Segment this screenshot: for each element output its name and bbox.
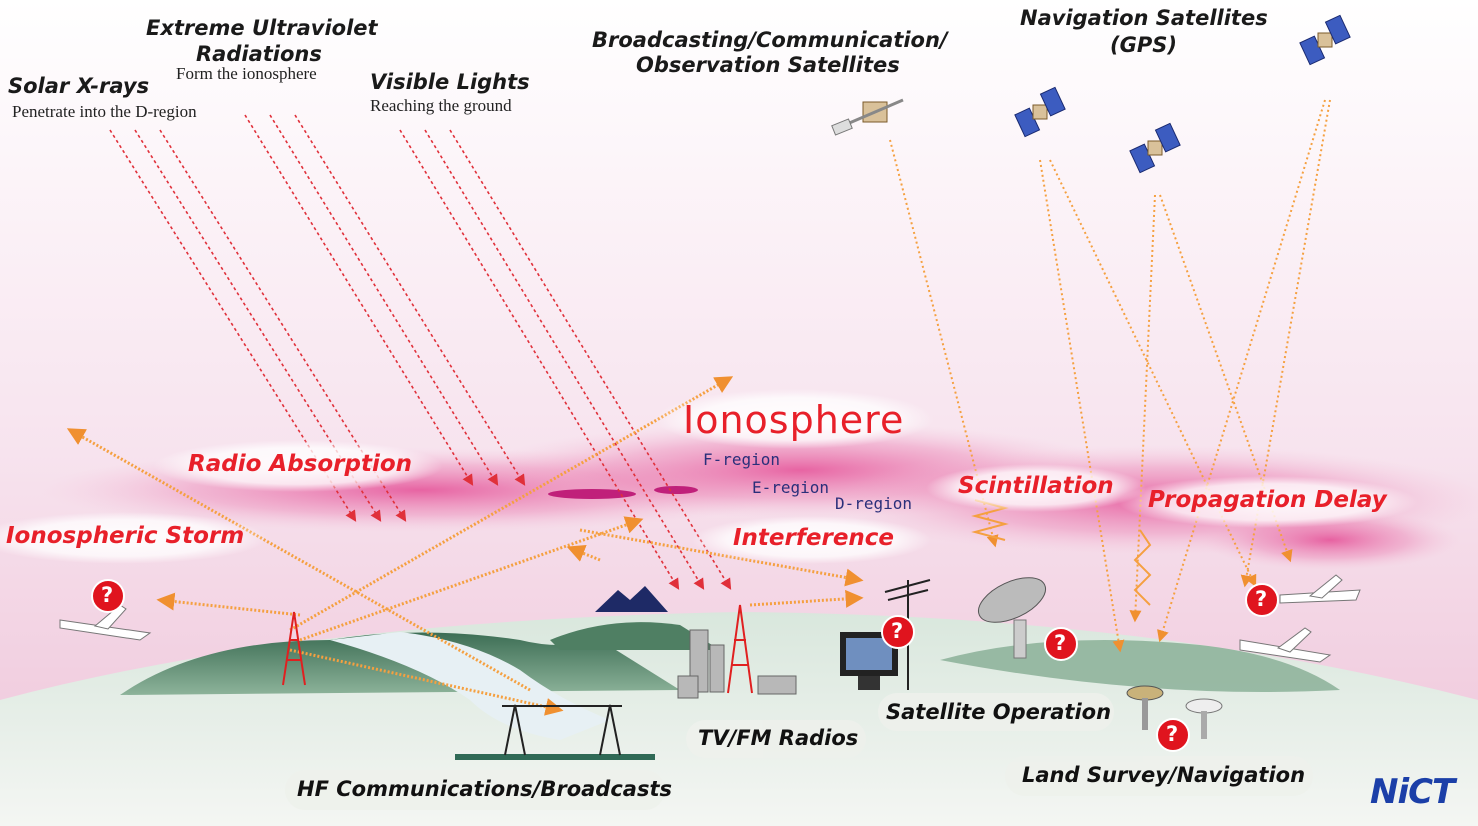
interference-label: Interference <box>733 525 895 551</box>
alert-icon <box>1245 583 1279 617</box>
hill-right <box>940 640 1340 692</box>
alert-icon <box>91 579 125 613</box>
label-backdrops <box>0 389 1418 564</box>
solar-xrays-title: Solar X-rays <box>8 74 150 98</box>
visible-lights-subtitle: Reaching the ground <box>370 96 512 115</box>
gps-satellite-icon <box>1014 86 1066 138</box>
tv-fm-radios-label: TV/FM Radios <box>698 726 859 750</box>
mountain <box>595 586 668 612</box>
scintillation-label: Scintillation <box>958 473 1114 499</box>
gps-satellite-icon <box>1299 14 1351 66</box>
dish-antenna-icon <box>977 577 1047 659</box>
radio-wave-paths <box>66 376 864 716</box>
land-survey-navigation-label: Land Survey/Navigation <box>1022 763 1306 787</box>
alert-icon <box>881 615 915 649</box>
alert-mark: ? <box>891 619 904 643</box>
propagation-delay-label: Propagation Delay <box>1148 487 1387 513</box>
hill-left <box>120 632 680 695</box>
d-region-label: D-region <box>835 494 913 513</box>
river <box>330 632 610 740</box>
alert-mark: ? <box>1054 631 1067 655</box>
f-region-label: F-region <box>703 450 781 469</box>
euv-title-line2: Radiations <box>196 42 322 66</box>
broadcast-satellites-line2: Observation Satellites <box>636 53 900 77</box>
city-buildings-icon <box>677 629 797 699</box>
alert-mark: ? <box>1166 722 1179 746</box>
ionospheric-storm-label: Ionospheric Storm <box>6 523 245 549</box>
e-region-label: E-region <box>752 478 830 497</box>
survey-station-icon <box>1126 685 1223 739</box>
euv-title-line1: Extreme Ultraviolet <box>146 16 378 40</box>
solar-xrays-subtitle: Penetrate into the D-region <box>12 102 197 121</box>
use-label-pills <box>285 693 1313 810</box>
solar-rays <box>109 114 732 590</box>
euv-subtitle: Form the ionosphere <box>176 64 317 83</box>
alert-icon <box>1156 718 1190 752</box>
e-region-patch <box>548 489 636 499</box>
radio-tower-icon <box>282 611 306 686</box>
alert-mark: ? <box>1255 587 1268 611</box>
broadcast-satellites-line1: Broadcasting/Communication/ <box>592 28 948 52</box>
visible-lights-title: Visible Lights <box>370 70 530 94</box>
ionosphere-title: Ionosphere <box>683 398 905 442</box>
hf-antenna-icon <box>502 704 622 756</box>
airplane-icon <box>59 604 152 641</box>
hf-communications-label: HF Communications/Broadcasts <box>297 777 672 801</box>
airplane-icon <box>1239 627 1332 663</box>
nict-logo: NiCT <box>1370 772 1455 812</box>
tv-tower-icon <box>727 604 753 694</box>
alert-icon <box>1044 627 1078 661</box>
radio-absorption-label: Radio Absorption <box>188 451 413 477</box>
gps-satellite-icon <box>1129 122 1181 174</box>
navigation-satellites-line2: (GPS) <box>1110 33 1177 57</box>
delay-wave <box>1133 529 1152 606</box>
airplane-icon <box>1279 574 1361 604</box>
navigation-satellites-line1: Navigation Satellites <box>1020 6 1268 30</box>
e-region-patch-2 <box>654 486 698 494</box>
satellite-operation-label: Satellite Operation <box>886 700 1112 724</box>
broadcast-satellite-icon <box>831 98 904 136</box>
alert-mark: ? <box>101 583 114 607</box>
alert-badges <box>91 579 1279 752</box>
